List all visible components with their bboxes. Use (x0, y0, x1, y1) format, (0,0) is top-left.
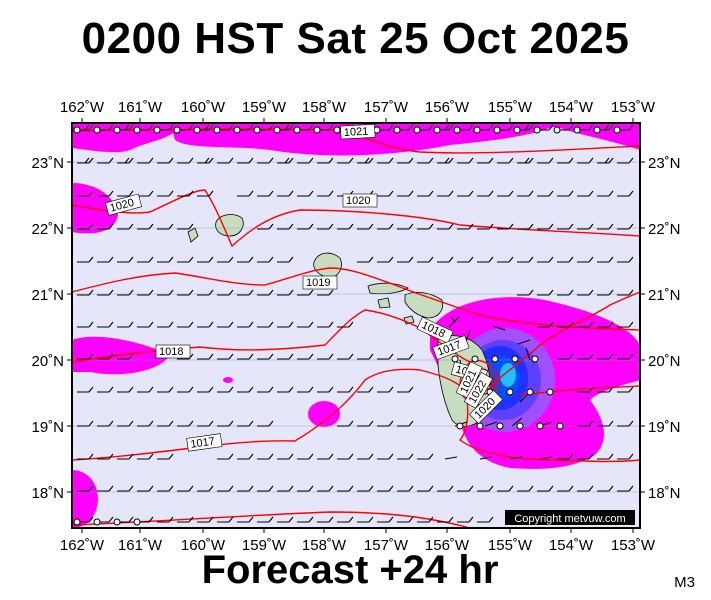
lat-label: 20˚N (31, 353, 64, 370)
lat-label: 20˚N (648, 353, 681, 370)
lat-label: 23˚N (648, 155, 681, 172)
bottom-longitude-labels: 162˚W 161˚W 160˚W 159˚W 158˚W 157˚W 156˚… (60, 537, 656, 554)
isobar-label: 1020 (346, 195, 370, 207)
kauai (215, 214, 244, 237)
oahu (313, 252, 342, 279)
copyright-box (505, 510, 635, 525)
lon-label: 161˚W (118, 537, 163, 554)
lon-label: 160˚W (181, 99, 226, 116)
lat-label: 18˚N (31, 485, 64, 502)
lon-label: 162˚W (60, 537, 105, 554)
lat-label: 23˚N (31, 155, 64, 172)
isobar-label: 1017 (190, 436, 216, 451)
lon-label: 155˚W (488, 99, 533, 116)
lat-label: 18˚N (648, 485, 681, 502)
isobar-label: 1021 (344, 126, 369, 139)
lon-label: 153˚W (611, 537, 656, 554)
lon-label: 158˚W (302, 99, 347, 116)
lon-label: 162˚W (60, 99, 105, 116)
lon-label: 159˚W (242, 537, 287, 554)
lat-label: 21˚N (648, 287, 681, 304)
map-frame (71, 122, 641, 529)
lat-label: 19˚N (31, 419, 64, 436)
lon-label: 156˚W (425, 537, 470, 554)
lon-label: 153˚W (611, 99, 656, 116)
isobar-label: 1019 (306, 277, 330, 289)
niihau (187, 227, 199, 243)
left-latitude-labels: 23˚N 22˚N 21˚N 20˚N 19˚N 18˚N (31, 155, 64, 502)
lon-label: 157˚W (364, 99, 409, 116)
model-label: M3 (674, 574, 695, 591)
lon-label: 154˚W (549, 99, 594, 116)
lon-label: 154˚W (549, 537, 594, 554)
lon-label: 161˚W (118, 99, 163, 116)
lon-label: 160˚W (181, 537, 226, 554)
isobar-label: 1018 (159, 346, 183, 358)
map-title: 0200 HST Sat 25 Oct 2025 (81, 14, 630, 63)
lon-label: 155˚W (488, 537, 533, 554)
axis-ticks (67, 118, 645, 533)
lon-label: 158˚W (302, 537, 347, 554)
lat-label: 19˚N (648, 419, 681, 436)
copyright-text: Copyright metvuw.com (514, 513, 625, 525)
lat-label: 22˚N (648, 221, 681, 238)
right-latitude-labels: 23˚N 22˚N 21˚N 20˚N 19˚N 18˚N (648, 155, 681, 502)
station-circles (73, 126, 621, 526)
wind-barbs (77, 124, 634, 523)
top-longitude-labels: 162˚W 161˚W 160˚W 159˚W 158˚W 157˚W 156˚… (60, 99, 656, 116)
lat-label: 22˚N (31, 221, 64, 238)
lat-label: 21˚N (31, 287, 64, 304)
lanai (377, 297, 391, 309)
lon-label: 159˚W (242, 99, 287, 116)
lon-label: 157˚W (364, 537, 409, 554)
forecast-label: Forecast +24 hr (201, 548, 499, 592)
lon-label: 156˚W (425, 99, 470, 116)
